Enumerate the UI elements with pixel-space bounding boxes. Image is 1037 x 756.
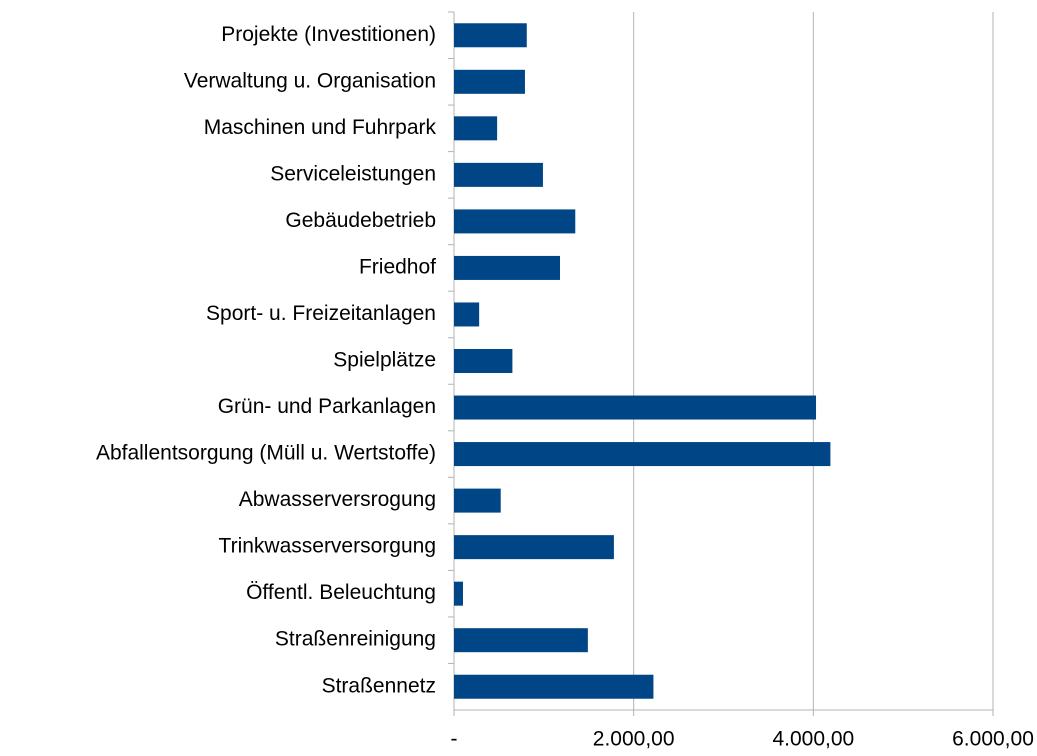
bar (454, 674, 654, 699)
y-tick-label: Spielplätze (333, 349, 436, 372)
y-tick-label: Friedhof (359, 255, 436, 278)
y-tick-label: Projekte (Investitionen) (221, 23, 436, 46)
bar (454, 116, 498, 141)
x-tick-label: 4.000,00 (772, 728, 854, 751)
bar (454, 581, 463, 606)
bar (454, 395, 817, 420)
bar (454, 442, 831, 467)
y-tick-label: Straßennetz (322, 674, 436, 697)
y-tick-label: Verwaltung u. Organisation (184, 69, 436, 92)
y-tick-label: Straßenreinigung (275, 628, 436, 651)
x-tick-label: 6.000,00 (952, 728, 1034, 751)
bar (454, 23, 527, 48)
bar (454, 535, 614, 560)
y-tick-label: Abfallentsorgung (Müll u. Wertstoffe) (96, 442, 436, 465)
y-tick-label: Abwasserversrogung (239, 488, 436, 511)
y-tick-label: Trinkwasserversorgung (219, 535, 436, 558)
y-tick-label: Maschinen und Fuhrpark (204, 116, 437, 139)
x-tick-label: 2.000,00 (593, 728, 675, 751)
bar (454, 162, 543, 187)
y-tick-label: Sport- u. Freizeitanlagen (206, 302, 436, 325)
bar (454, 255, 561, 280)
y-tick-label: Grün- und Parkanlagen (218, 395, 436, 418)
bar (454, 488, 501, 513)
bar (454, 69, 525, 94)
bar (454, 209, 576, 234)
bar (454, 628, 588, 653)
x-tick-label: - (451, 728, 458, 751)
bar (454, 302, 480, 327)
y-tick-label: Serviceleistungen (270, 162, 436, 185)
y-tick-label: Öffentl. Beleuchtung (246, 581, 436, 604)
y-tick-label: Gebäudebetrieb (285, 209, 436, 232)
bar (454, 349, 513, 373)
